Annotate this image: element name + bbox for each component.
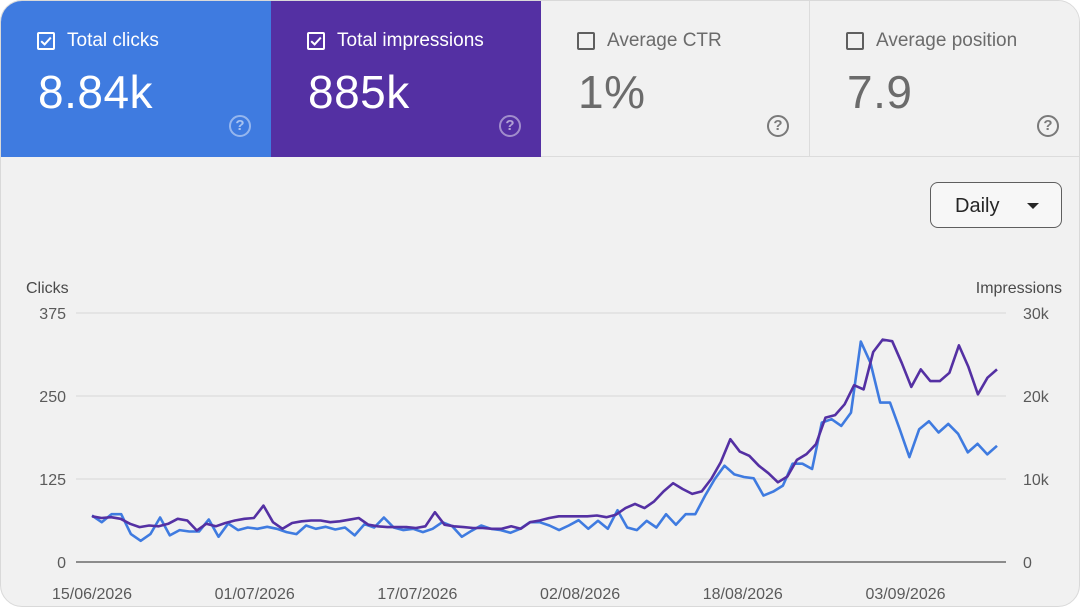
x-tick: 03/09/2026 [865,586,945,603]
metric-tabs: Total clicks 8.84k ? Total impressions 8… [1,1,1079,157]
x-tick: 15/06/2026 [52,586,132,603]
y-right-tick: 10k [1023,472,1050,489]
metric-value: 8.84k [38,66,154,118]
granularity-dropdown[interactable]: Daily [930,182,1062,228]
series-line-clicks [91,340,998,543]
checkbox-unchecked-icon[interactable] [577,32,595,50]
x-tick: 17/07/2026 [377,586,457,603]
caret-down-icon [1027,203,1039,209]
help-icon[interactable]: ? [229,115,251,137]
performance-line-chart: Clicks Impressions 0 125 250 375 0 10k 20k 30k… [26,280,1062,603]
metric-value: 7.9 [847,66,913,118]
metric-value: 885k [308,66,410,118]
y-left-tick: 125 [39,472,66,489]
metric-label: Average CTR [607,30,722,51]
metric-average-ctr[interactable]: Average CTR 1% ? [541,1,810,157]
x-tick-labels: 15/06/2026 01/07/2026 17/07/2026 02/08/2026… [52,586,946,603]
metric-label: Total impressions [337,30,484,51]
y-left-axis-title: Clicks [26,280,69,297]
help-icon[interactable]: ? [1037,115,1059,137]
x-tick: 18/08/2026 [703,586,783,603]
y-right-axis-title: Impressions [976,280,1062,297]
metric-value: 1% [578,66,646,118]
y-left-tick: 250 [39,389,66,406]
y-right-tick-labels: 0 10k 20k 30k [1023,306,1050,572]
x-tick: 01/07/2026 [215,586,295,603]
metric-total-impressions[interactable]: Total impressions 885k ? [271,1,541,157]
y-left-tick: 375 [39,306,66,323]
x-tick: 02/08/2026 [540,586,620,603]
y-left-tick: 0 [57,555,66,572]
series-line-impressions [91,338,998,532]
help-icon[interactable]: ? [499,115,521,137]
gridlines [76,312,1006,563]
y-right-tick: 20k [1023,389,1050,406]
series-lines [91,338,998,543]
help-icon[interactable]: ? [767,115,789,137]
metric-label: Average position [876,30,1018,51]
granularity-label: Daily [955,195,1000,217]
checkbox-checked-icon[interactable] [37,32,55,50]
y-right-tick: 30k [1023,306,1050,323]
metric-average-position[interactable]: Average position 7.9 ? [810,1,1079,157]
metric-total-clicks[interactable]: Total clicks 8.84k ? [1,1,271,157]
y-right-tick: 0 [1023,555,1032,572]
checkbox-checked-icon[interactable] [307,32,325,50]
checkbox-unchecked-icon[interactable] [846,32,864,50]
y-left-tick-labels: 0 125 250 375 [39,306,66,572]
metric-label: Total clicks [67,30,159,51]
